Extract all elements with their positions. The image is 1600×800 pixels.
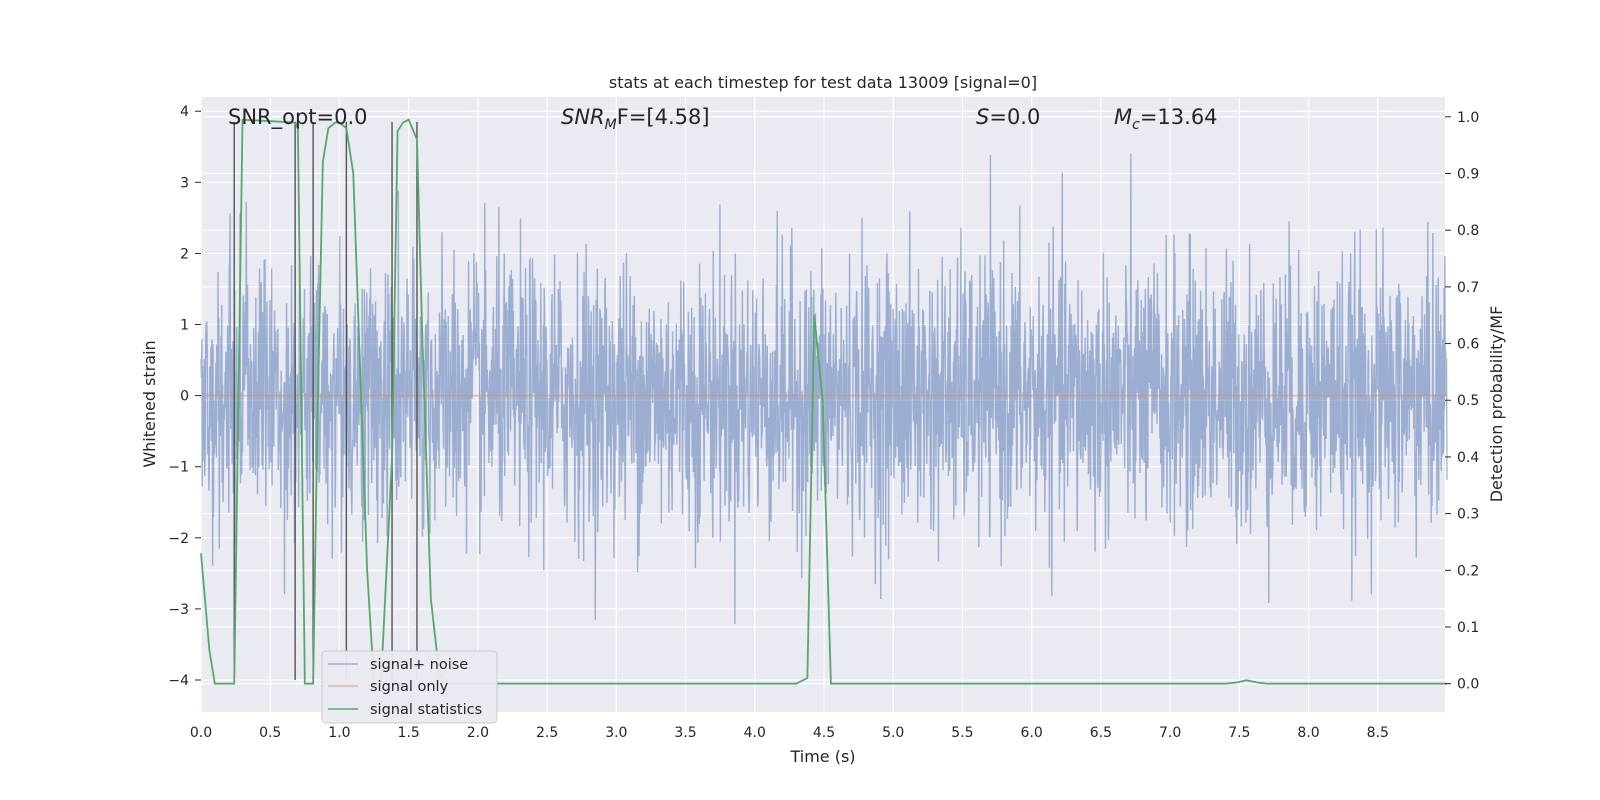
- y-right-tick-label: 1.0: [1457, 110, 1479, 126]
- annotation-mc-sub: c: [1132, 117, 1140, 133]
- x-tick-label: 7.0: [1159, 725, 1181, 741]
- y-tick-label: 3: [180, 175, 189, 191]
- tick-layer: 0.0 0.5 1.0 1.5 2.0 2.5 3.0 3.5 4.0 4.5 5.0 5.5 6.0 6…: [168, 104, 1479, 741]
- noise-layer: [200, 153, 1448, 625]
- signal-statistics-series: [200, 118, 1447, 685]
- annotation-s-rest: =0.0: [989, 105, 1040, 129]
- y-right-tick-label: 0.8: [1457, 223, 1479, 239]
- x-tick-label: 7.5: [1228, 725, 1250, 741]
- annotation-s-base: S: [976, 105, 989, 129]
- y-tick-label: 1: [180, 318, 189, 334]
- x-tick-label: 5.0: [882, 725, 904, 741]
- x-tick-label: 4.0: [744, 725, 766, 741]
- series-layer: [200, 118, 1447, 685]
- y-right-tick-label: 0.1: [1457, 620, 1479, 636]
- x-tick-label: 0.5: [259, 725, 281, 741]
- x-tick-label: 1.0: [328, 725, 350, 741]
- annotation-snr-mf-base: SNR: [561, 105, 605, 129]
- y-axis-label-right: Detection probability/MF: [1487, 306, 1506, 503]
- y-right-tick-label: 0.5: [1457, 393, 1479, 409]
- x-tick-label: 3.5: [674, 725, 696, 741]
- chart-title: stats at each timestep for test data 130…: [609, 73, 1037, 92]
- y-tick-label: −3: [168, 602, 189, 618]
- legend-label-noise: signal+ noise: [370, 657, 468, 673]
- x-tick-label: 2.0: [467, 725, 489, 741]
- legend: signal+ noise signal only signal statist…: [321, 650, 498, 724]
- y-tick-label: −1: [168, 460, 189, 476]
- y-right-tick-label: 0.0: [1457, 677, 1479, 693]
- annotation-snr-mf-sub: M: [605, 117, 617, 133]
- y-tick-label: 0: [180, 389, 189, 405]
- y-right-tick-label: 0.6: [1457, 337, 1479, 353]
- x-tick-label: 6.5: [1090, 725, 1112, 741]
- y-right-tick-label: 0.7: [1457, 280, 1479, 296]
- x-tick-label: 4.5: [813, 725, 835, 741]
- x-tick-label: 8.0: [1297, 725, 1319, 741]
- annotation-s: S=0.0: [976, 105, 1040, 129]
- annotation-mc-rest: =13.64: [1140, 105, 1218, 129]
- legend-label-signal: signal only: [370, 679, 449, 695]
- x-axis-label: Time (s): [789, 747, 855, 766]
- y-right-tick-label: 0.3: [1457, 507, 1479, 523]
- y-tick-label: 4: [180, 104, 189, 120]
- y-right-tick-label: 0.2: [1457, 563, 1479, 579]
- legend-label-stats: signal statistics: [370, 702, 482, 718]
- annotation-mc-base: M: [1114, 105, 1132, 129]
- y-right-tick-label: 0.9: [1457, 167, 1479, 183]
- annotation-snr-mf-rest: F=[4.58]: [617, 105, 710, 129]
- x-tick-label: 5.5: [951, 725, 973, 741]
- annotation-mc: Mc=13.64: [1114, 105, 1218, 133]
- x-tick-label: 2.5: [536, 725, 558, 741]
- y-tick-label: 2: [180, 246, 189, 262]
- x-tick-label: 8.5: [1367, 725, 1389, 741]
- x-tick-label: 1.5: [398, 725, 420, 741]
- y-tick-label: −4: [168, 673, 189, 689]
- y-right-tick-label: 0.4: [1457, 450, 1479, 466]
- legend-box: [321, 650, 498, 724]
- x-tick-label: 0.0: [190, 725, 212, 741]
- y-axis-label: Whitened strain: [140, 340, 159, 467]
- signal-noise-series: [200, 153, 1448, 625]
- annotation-snr-opt: SNR_opt=0.0: [228, 105, 368, 130]
- annotation-snr-mf: SNRMF=[4.58]: [561, 105, 710, 133]
- x-tick-label: 3.0: [605, 725, 627, 741]
- y-tick-label: −2: [168, 531, 189, 547]
- x-tick-label: 6.0: [1021, 725, 1043, 741]
